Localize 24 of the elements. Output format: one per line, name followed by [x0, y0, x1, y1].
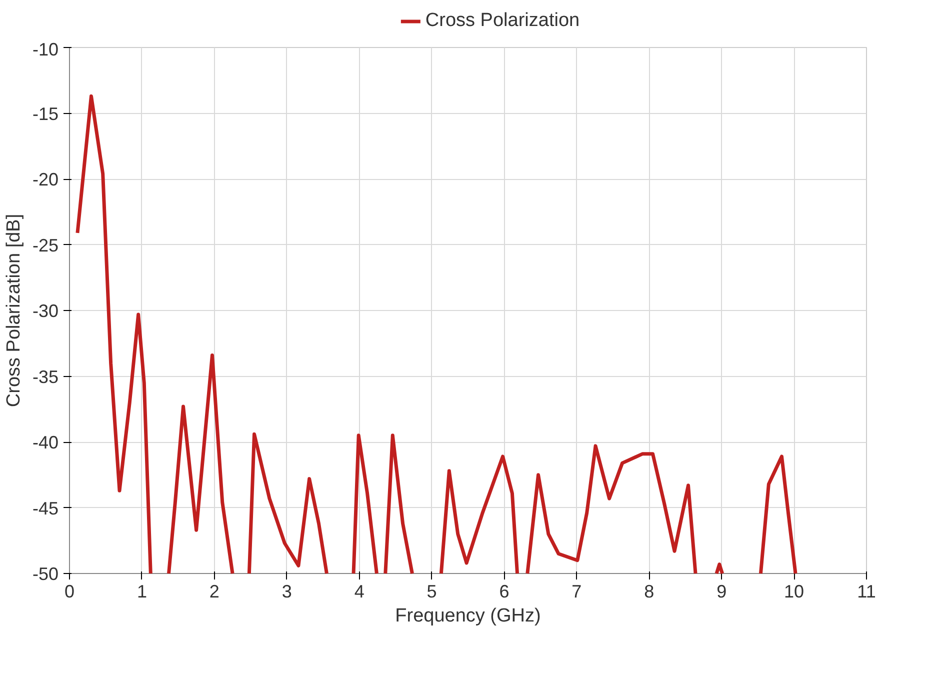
x-tick-label: 9: [716, 582, 727, 602]
x-tick-label: 8: [644, 582, 654, 602]
x-tick-label: 7: [572, 582, 582, 602]
y-tick-label: -15: [32, 104, 58, 124]
x-tick-label: 0: [64, 582, 75, 602]
legend-label: Cross Polarization: [425, 10, 580, 32]
y-tick-label: -35: [32, 366, 58, 387]
x-tick-label: 4: [354, 582, 364, 602]
y-tick-label: -40: [32, 432, 58, 452]
x-tick-label: 3: [282, 582, 292, 602]
x-tick-label: 2: [209, 582, 220, 602]
y-tick-label: -20: [32, 170, 58, 190]
x-tick-label: 10: [784, 582, 804, 602]
y-axis-title: Cross Polarization [dB]: [3, 214, 24, 408]
x-tick-label: 11: [857, 582, 876, 602]
x-axis-title: Frequency (GHz): [395, 606, 541, 626]
x-tick-label: 1: [136, 582, 147, 602]
y-tick-label: -45: [32, 498, 58, 518]
y-tick-label: -10: [32, 40, 58, 60]
y-tick-label: -25: [32, 235, 58, 256]
y-tick-label: -50: [32, 564, 58, 584]
y-tick-label: -30: [32, 301, 58, 321]
x-tick-label: 5: [426, 582, 437, 602]
x-tick-label: 6: [499, 582, 510, 602]
